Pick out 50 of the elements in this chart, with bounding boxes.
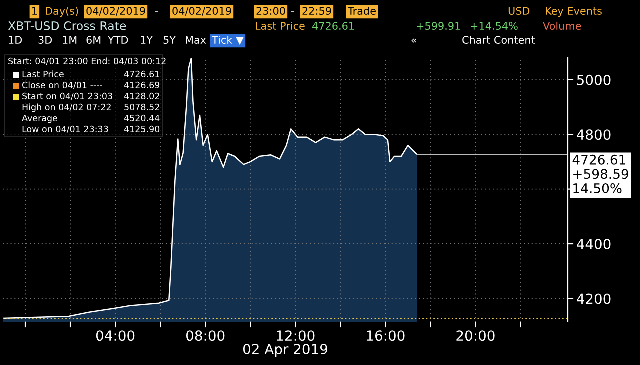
text: 3D (38, 36, 52, 44)
text: 22:59 (302, 7, 332, 16)
annotation: 4726.61 (124, 70, 160, 78)
annotation: High on 04/02 07:22 (22, 104, 111, 112)
annotation: Start on 04/01 23:03 (22, 92, 112, 100)
text: 04/02/2019 (172, 7, 232, 16)
y-tick-label: 5000 (577, 74, 611, 86)
text: Volume (543, 22, 582, 30)
text: 4726.61 (312, 22, 354, 30)
text: « (412, 38, 416, 44)
annotation: Start: 04/01 23:00 End: 04/03 00:12 (8, 58, 166, 66)
x-axis-title: 02 Apr 2019 (243, 344, 328, 358)
y-tick-label: 4400 (577, 239, 611, 250)
annotation: 4125.90 (124, 126, 160, 133)
annotation: 4128.02 (124, 92, 160, 100)
ref-line-label: 4726.61 +598.59 14.50% (572, 154, 628, 194)
text: 6M (86, 36, 101, 44)
text: 04/02/2019 (86, 7, 146, 16)
annotation: 4126.69 (124, 82, 160, 89)
chart-title: XBT-USD Cross Rate (8, 21, 126, 30)
text: +14.54% (471, 22, 518, 30)
text: 1M (63, 36, 77, 44)
text: USD (508, 7, 530, 16)
text: Tick ▼ (212, 36, 244, 46)
text: Max (186, 36, 206, 44)
text: Day(s) (46, 6, 78, 18)
y-tick-label: 4200 (577, 294, 611, 304)
x-tick-label: 04:00 (96, 330, 135, 342)
text: Chart Content (462, 36, 536, 44)
text: YTD (108, 36, 128, 44)
text: +599.91 (417, 22, 460, 30)
annotation: Last Price (22, 70, 64, 78)
text: Trade (348, 6, 376, 16)
annotation: 5078.52 (124, 104, 160, 111)
x-tick-label: 16:00 (367, 330, 405, 342)
annotation: Average (22, 115, 58, 124)
text: Last Price (256, 22, 305, 30)
x-tick-label: 20:00 (456, 330, 495, 342)
x-tick-label: 08:00 (186, 330, 225, 342)
annotation: Close on 04/01 ---- (22, 82, 102, 90)
text: 1Y (141, 36, 154, 44)
x-tick-label: 12:00 (277, 330, 315, 342)
annotation: 4520.44 (124, 114, 160, 122)
annotation: Low on 04/01 23:33 (22, 126, 108, 134)
text: 1 (32, 7, 38, 15)
text: Key Events (546, 7, 602, 18)
text: 5Y (164, 36, 176, 44)
text: 1D (9, 36, 22, 44)
text: 23:00 (256, 7, 286, 16)
y-tick-label: 4800 (577, 130, 611, 140)
